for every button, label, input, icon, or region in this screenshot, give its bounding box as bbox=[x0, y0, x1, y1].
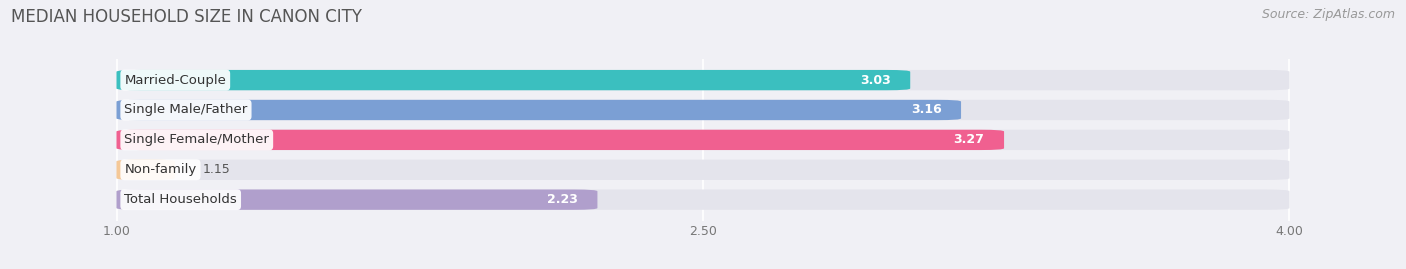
Text: Single Male/Father: Single Male/Father bbox=[124, 104, 247, 116]
FancyBboxPatch shape bbox=[117, 100, 1289, 120]
FancyBboxPatch shape bbox=[117, 160, 1289, 180]
Text: 2.23: 2.23 bbox=[547, 193, 578, 206]
FancyBboxPatch shape bbox=[117, 130, 1289, 150]
Text: 3.27: 3.27 bbox=[953, 133, 984, 146]
Text: Source: ZipAtlas.com: Source: ZipAtlas.com bbox=[1261, 8, 1395, 21]
Text: Married-Couple: Married-Couple bbox=[124, 74, 226, 87]
FancyBboxPatch shape bbox=[117, 189, 1289, 210]
Text: MEDIAN HOUSEHOLD SIZE IN CANON CITY: MEDIAN HOUSEHOLD SIZE IN CANON CITY bbox=[11, 8, 363, 26]
FancyBboxPatch shape bbox=[117, 189, 598, 210]
FancyBboxPatch shape bbox=[117, 160, 176, 180]
FancyBboxPatch shape bbox=[117, 70, 1289, 90]
Text: 1.15: 1.15 bbox=[202, 163, 231, 176]
Text: Total Households: Total Households bbox=[124, 193, 238, 206]
FancyBboxPatch shape bbox=[117, 70, 910, 90]
Text: Single Female/Mother: Single Female/Mother bbox=[124, 133, 269, 146]
Text: 3.03: 3.03 bbox=[860, 74, 890, 87]
Text: Non-family: Non-family bbox=[124, 163, 197, 176]
FancyBboxPatch shape bbox=[117, 130, 1004, 150]
Text: 3.16: 3.16 bbox=[911, 104, 942, 116]
FancyBboxPatch shape bbox=[117, 100, 962, 120]
